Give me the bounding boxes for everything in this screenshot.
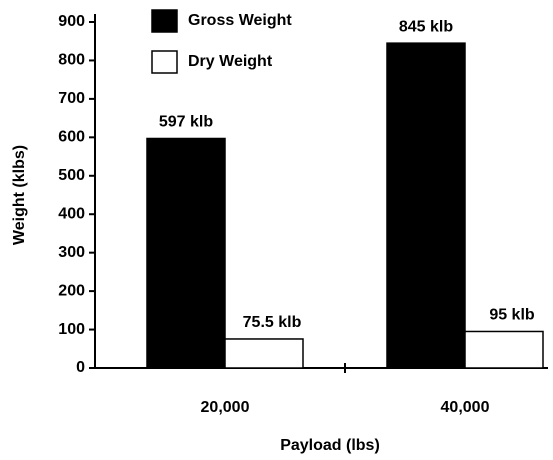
y-tick-label: 200 [58,282,85,299]
data-label: 597 klb [159,114,213,131]
y-tick-label: 100 [58,321,85,338]
y-tick-label: 800 [58,52,85,69]
y-tick-label: 400 [58,205,85,222]
bar [224,338,304,369]
bar [464,330,544,369]
x-tick-label: 40,000 [441,399,490,416]
legend-swatch [151,50,178,74]
legend-label: Dry Weight [188,53,273,70]
legend-swatch [151,9,178,33]
data-label: 75.5 klb [243,314,302,331]
y-tick-label: 900 [58,13,85,30]
y-tick-label: 700 [58,90,85,107]
y-tick-label: 0 [76,359,85,376]
data-label: 95 klb [489,307,535,324]
y-tick-label: 500 [58,167,85,184]
y-axis-label: Weight (klbs) [11,145,28,245]
x-axis-label: Payload (lbs) [280,437,380,454]
data-label: 845 klb [399,18,453,35]
bar [146,137,226,369]
bar [386,42,466,369]
y-tick-label: 300 [58,244,85,261]
x-tick-label: 20,000 [201,399,250,416]
y-tick-label: 600 [58,129,85,146]
legend-label: Gross Weight [188,12,292,29]
